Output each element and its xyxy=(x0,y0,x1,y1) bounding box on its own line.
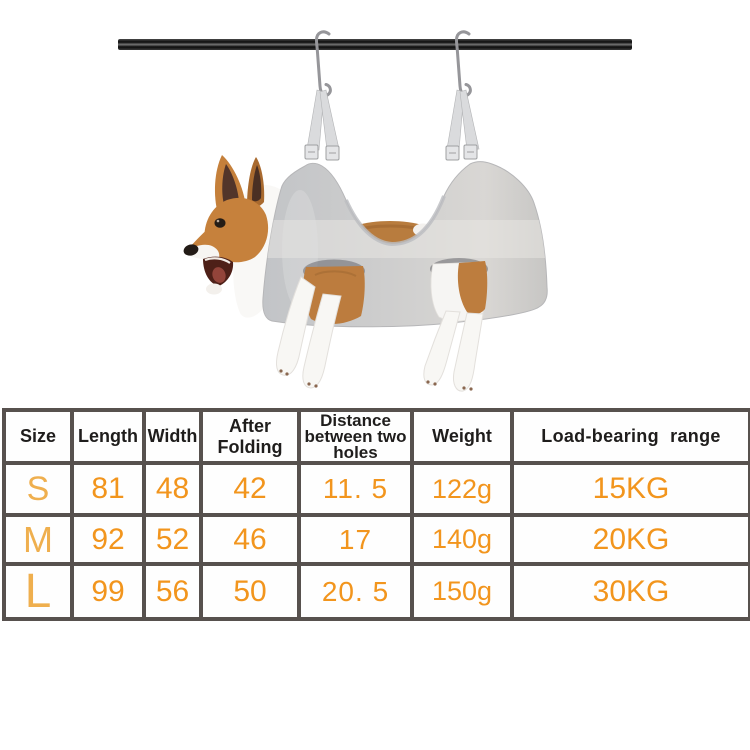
dog-ear-back-inner xyxy=(252,165,262,202)
header-distance: Distance between two holes xyxy=(297,408,414,465)
dog-rear-legs xyxy=(423,261,488,392)
length-value: 99 xyxy=(70,562,146,621)
distance-value: 20. 5 xyxy=(297,562,414,621)
weight-value: 150g xyxy=(410,562,514,621)
table-header-row: Size Length Width After Folding Distance… xyxy=(2,408,750,465)
dog-thigh-fur xyxy=(457,261,488,315)
length-value: 81 xyxy=(70,461,146,517)
load-bearing-value: 20KG xyxy=(510,513,750,566)
header-weight: Weight xyxy=(410,408,514,465)
hammock-u-rim xyxy=(344,195,446,247)
header-after-folding: After Folding xyxy=(199,408,301,465)
dog-eye-highlight xyxy=(216,219,220,223)
load-bearing-value: 15KG xyxy=(510,461,750,517)
weight-value: 140g xyxy=(410,513,514,566)
after-folding-value: 42 xyxy=(199,461,301,517)
after-folding-value: 50 xyxy=(199,562,301,621)
distance-value: 11. 5 xyxy=(297,461,414,517)
dog-head xyxy=(183,155,269,295)
weight-value: 122g xyxy=(410,461,514,517)
after-folding-value: 46 xyxy=(199,513,301,566)
dog-tongue xyxy=(212,267,226,283)
distance-value: 17 xyxy=(297,513,414,566)
size-letter: S xyxy=(2,461,74,517)
header-size: Size xyxy=(2,408,74,465)
table-row-s: S 81 48 42 11. 5 122g 15KG xyxy=(2,461,750,517)
dog-ear-front-inner xyxy=(222,164,239,207)
dog-chin xyxy=(206,283,222,295)
length-value: 92 xyxy=(70,513,146,566)
size-letter: M xyxy=(2,513,74,566)
size-chart-table: Size Length Width After Folding Distance… xyxy=(2,408,750,621)
table-row-m: M 92 52 46 17 140g 20KG xyxy=(2,513,750,566)
load-bearing-value: 30KG xyxy=(510,562,750,621)
size-letter: L xyxy=(2,562,74,621)
s-hook-left-icon xyxy=(314,30,332,97)
product-photo xyxy=(118,30,632,392)
dog-teeth xyxy=(204,257,231,264)
strap-buckles xyxy=(304,144,478,161)
header-width: Width xyxy=(142,408,203,465)
header-length: Length xyxy=(70,408,146,465)
dog-front-legs xyxy=(275,266,365,389)
header-load-bearing: Load-bearing range xyxy=(510,408,750,465)
table-row-l: L 99 56 50 20. 5 150g 30KG xyxy=(2,562,750,621)
dog-eye xyxy=(214,218,226,228)
hanging-rod xyxy=(118,39,632,50)
hammock-straps xyxy=(306,89,480,151)
hammock-scene xyxy=(118,30,632,392)
s-hook-right-icon xyxy=(454,30,472,97)
dog-nose xyxy=(183,244,199,256)
width-value: 52 xyxy=(142,513,203,566)
width-value: 48 xyxy=(142,461,203,517)
width-value: 56 xyxy=(142,562,203,621)
